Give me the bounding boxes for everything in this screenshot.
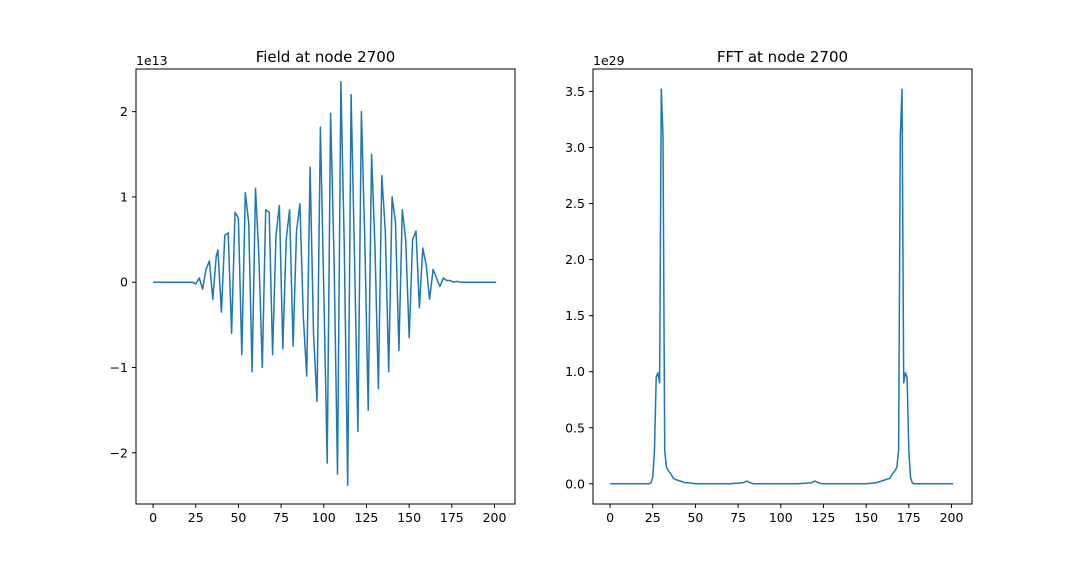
y-tick-label: 2.0	[565, 252, 585, 267]
y-offset-label: 1e13	[136, 53, 168, 68]
x-tick-label: 200	[940, 510, 964, 525]
y-tick-label: 3.5	[565, 84, 585, 99]
x-tick-label: 175	[897, 510, 921, 525]
x-tick-label: 125	[355, 510, 379, 525]
y-offset-label: 1e29	[593, 53, 625, 68]
series-line	[153, 81, 497, 486]
x-tick-label: 0	[606, 510, 614, 525]
x-tick-label: 50	[230, 510, 246, 525]
field-plot: 0 25 50 75 100 125 150 175 200 −2 −1 0 1 2 1e13 Field a…	[110, 48, 516, 525]
x-tick-label: 100	[312, 510, 336, 525]
x-tick-label: 75	[273, 510, 289, 525]
x-tick-label: 50	[687, 510, 703, 525]
x-tick-label: 75	[730, 510, 746, 525]
axes-frame	[592, 68, 973, 505]
x-tick-label: 25	[645, 510, 661, 525]
y-tick-label: 2.5	[565, 196, 585, 211]
x-tick-label: 100	[769, 510, 793, 525]
x-tick-label: 25	[188, 510, 204, 525]
chart-title: Field at node 2700	[256, 48, 396, 66]
fft-plot: 0 25 50 75 100 125 150 175 200 0.0 0.5 1.0 1.5 2.0 2.5…	[565, 48, 973, 525]
x-tick-label: 200	[483, 510, 507, 525]
y-tick-label: 0.5	[565, 420, 585, 435]
x-tick-label: 125	[812, 510, 836, 525]
y-tick-label: 2	[120, 104, 128, 119]
x-tick-label: 150	[854, 510, 878, 525]
x-tick-label: 150	[397, 510, 421, 525]
axes-frame	[135, 68, 516, 505]
y-tick-label: 1.5	[565, 308, 585, 323]
series-line	[610, 88, 954, 485]
y-tick-label: 1	[120, 189, 128, 204]
y-tick-label: −2	[110, 445, 128, 460]
y-tick-label: 0	[120, 275, 128, 290]
chart-title: FFT at node 2700	[717, 48, 848, 66]
y-tick-label: −1	[110, 360, 128, 375]
x-tick-label: 175	[440, 510, 464, 525]
x-tick-label: 0	[149, 510, 157, 525]
y-tick-label: 3.0	[565, 140, 585, 155]
y-tick-label: 0.0	[565, 476, 585, 491]
y-tick-label: 1.0	[565, 364, 585, 379]
